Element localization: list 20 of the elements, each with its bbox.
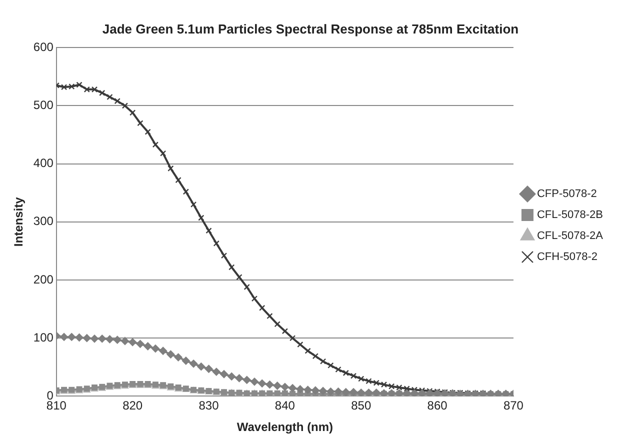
y-tick-label: 500 [33,98,54,112]
chart-title: Jade Green 5.1um Particles Spectral Response at 785nm Excitation [102,21,519,36]
y-tick-label: 600 [33,40,54,54]
x-tick-label: 810 [46,398,67,413]
x-tick-label: 820 [122,398,143,413]
y-tick-label: 200 [33,272,54,286]
x-tick-label: 830 [198,398,220,413]
legend-label: CFH-5078-2 [536,251,598,264]
x-axis-title: Wavelength (nm) [236,420,334,434]
y-tick-label: 300 [33,214,54,228]
legend-label: CFL-5078-2B [536,209,604,222]
legend-label: CFP-5078-2 [536,188,597,200]
legend-label: CFL-5078-2A [536,230,604,242]
y-tick-label: 100 [33,330,54,344]
y-axis-title: Intensity [12,196,26,247]
y-tick-label: 400 [33,156,54,170]
x-tick-label: 840 [274,398,296,413]
x-tick-label: 860 [427,398,448,413]
x-tick-label: 850 [351,398,372,413]
x-tick-label: 870 [503,398,524,413]
